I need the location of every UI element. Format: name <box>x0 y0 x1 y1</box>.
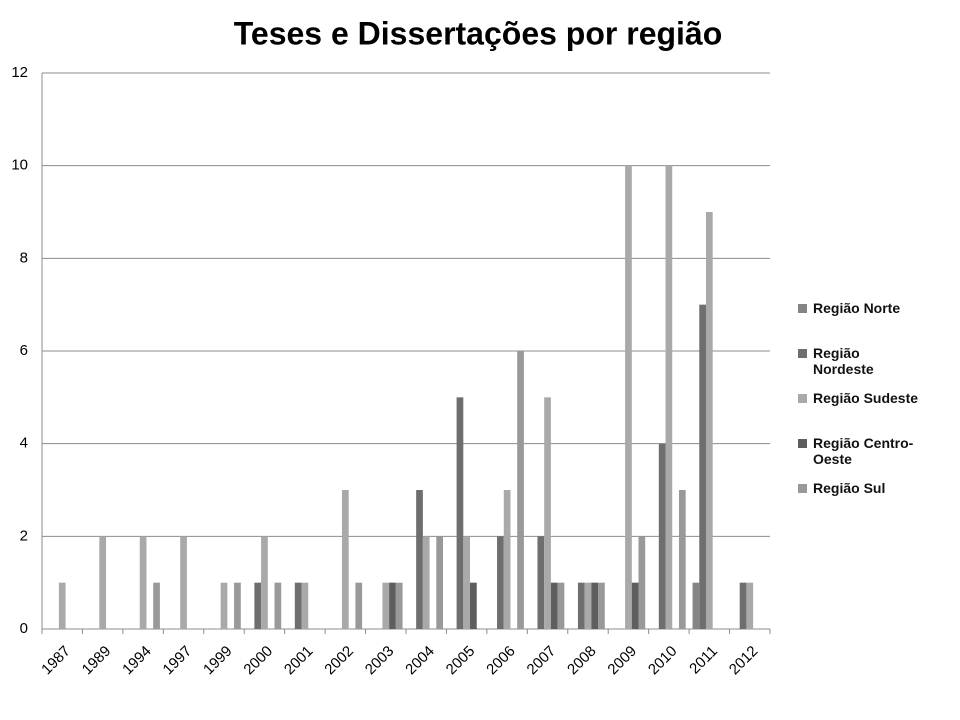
bar <box>591 582 599 629</box>
x-tick-label: 2000 <box>240 643 276 679</box>
y-tick-label: 4 <box>20 435 28 452</box>
bar <box>631 582 639 629</box>
legend: Região Norte Região Nordeste Região Sudest… <box>798 300 938 525</box>
legend-label: Região Nordeste <box>813 345 874 377</box>
bar <box>220 582 228 629</box>
x-tick-label: 2009 <box>604 643 640 679</box>
legend-label: Região Norte <box>813 300 901 316</box>
bar <box>294 582 302 629</box>
bar <box>153 582 160 629</box>
bar <box>456 397 464 629</box>
chart-title: Teses e Dissertações por região <box>234 15 723 51</box>
bar <box>678 490 686 629</box>
x-tick-label: 2008 <box>564 643 600 679</box>
bar <box>746 582 754 629</box>
bar <box>739 582 747 629</box>
bar <box>341 490 349 629</box>
x-tick-label: 1989 <box>79 643 115 679</box>
bar <box>470 582 477 629</box>
bar <box>180 536 187 629</box>
bar <box>436 536 444 629</box>
bar <box>463 536 471 629</box>
legend-swatch <box>798 484 807 493</box>
x-tick-label: 2001 <box>281 643 317 679</box>
bar <box>503 490 511 629</box>
x-tick-label: 2006 <box>483 643 519 679</box>
bar <box>577 582 585 629</box>
y-tick-label: 8 <box>20 249 28 266</box>
bar <box>355 582 363 629</box>
bar <box>395 582 403 629</box>
x-tick-label: 1994 <box>119 643 155 679</box>
bar <box>274 582 282 629</box>
y-tick-label: 0 <box>20 620 28 637</box>
bar <box>422 536 430 629</box>
bar <box>625 165 632 629</box>
bar <box>584 582 592 629</box>
legend-item: Região Norte <box>798 300 938 345</box>
bar <box>58 582 66 629</box>
bar <box>544 397 551 629</box>
y-tick-label: 2 <box>20 527 28 544</box>
legend-label: Região Sul <box>813 480 886 496</box>
bar <box>699 304 706 629</box>
legend-item: Região Sudeste <box>798 390 938 435</box>
bar <box>537 536 545 629</box>
legend-item: Região Centro-Oeste <box>798 435 938 480</box>
x-tick-label: 1999 <box>200 643 236 679</box>
bar <box>382 582 390 629</box>
bar <box>705 212 713 629</box>
bar <box>517 351 524 629</box>
x-tick-label: 1997 <box>160 643 196 679</box>
bar <box>416 490 423 629</box>
bar <box>557 582 565 629</box>
x-tick-label: 1987 <box>38 643 74 679</box>
legend-label: Região Centro-Oeste <box>813 435 914 467</box>
bar <box>550 582 558 629</box>
bar <box>658 443 666 629</box>
bar <box>301 582 309 629</box>
x-tick-label: 2007 <box>524 643 560 679</box>
legend-swatch <box>798 394 807 403</box>
x-tick-label: 2012 <box>726 643 762 679</box>
bar <box>665 165 673 629</box>
x-tick-label: 2002 <box>321 643 357 679</box>
legend-item: Região Nordeste <box>798 345 938 390</box>
x-tick-label: 2003 <box>362 643 398 679</box>
legend-item: Região Sul <box>798 480 938 525</box>
bar <box>598 582 605 629</box>
bar <box>261 536 268 629</box>
bar <box>234 582 241 629</box>
legend-swatch <box>798 304 807 313</box>
bar <box>638 536 646 629</box>
x-tick-label: 2011 <box>686 643 721 678</box>
bar <box>497 536 504 629</box>
y-tick-label: 12 <box>11 64 28 81</box>
bar <box>99 536 107 629</box>
legend-label: Região Sudeste <box>813 390 919 406</box>
x-tick-label: 2005 <box>443 643 479 679</box>
legend-swatch <box>798 349 807 358</box>
x-tick-label: 2004 <box>402 643 438 679</box>
y-tick-label: 6 <box>20 342 28 359</box>
legend-swatch <box>798 439 807 448</box>
y-tick-label: 10 <box>11 157 28 174</box>
bar <box>139 536 147 629</box>
bar <box>254 582 262 629</box>
x-tick-label: 2010 <box>645 643 681 679</box>
bar <box>389 582 396 629</box>
bar <box>692 582 700 629</box>
